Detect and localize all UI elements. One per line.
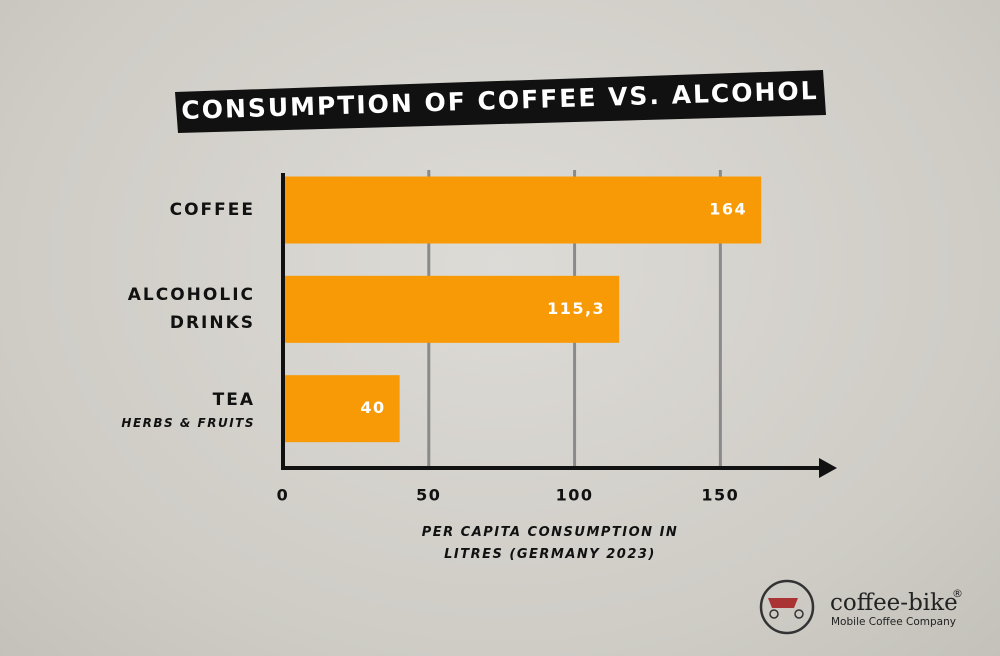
x-tick-label: 0 [277, 486, 290, 505]
category-name: ALCOHOLIC DRINKS [127, 285, 255, 334]
value-label: 115,3 [547, 299, 605, 318]
x-tick-label: 100 [556, 486, 594, 505]
logo-mark: ® [952, 587, 963, 600]
logo-icon [759, 579, 815, 635]
category-name: TEA [212, 389, 255, 410]
value-label: 40 [360, 398, 385, 417]
y-tick-label: COFFEE [115, 180, 255, 240]
logo-wheel [769, 609, 779, 619]
logo-name: coffee-bike [830, 590, 958, 616]
bar [283, 375, 400, 443]
x-axis-arrow [819, 458, 837, 478]
x-axis-label: PER CAPITA CONSUMPTION IN LITRES (GERMAN… [421, 525, 679, 562]
bar [283, 176, 762, 244]
logo-wheel [794, 609, 804, 619]
logo-tagline: Mobile Coffee Company [831, 616, 956, 628]
bar [283, 275, 620, 343]
x-tick-label: 50 [416, 486, 441, 505]
y-tick-label: ALCOHOLIC DRINKS [115, 279, 255, 339]
value-label: 164 [709, 200, 747, 219]
category-subtitle: HERBS & FRUITS [121, 415, 255, 430]
x-tick-label: 150 [701, 486, 739, 505]
logo-cup [768, 598, 798, 608]
category-name: COFFEE [169, 200, 255, 220]
title-banner [175, 70, 826, 133]
y-tick-label: TEA HERBS & FRUITS [115, 379, 255, 439]
